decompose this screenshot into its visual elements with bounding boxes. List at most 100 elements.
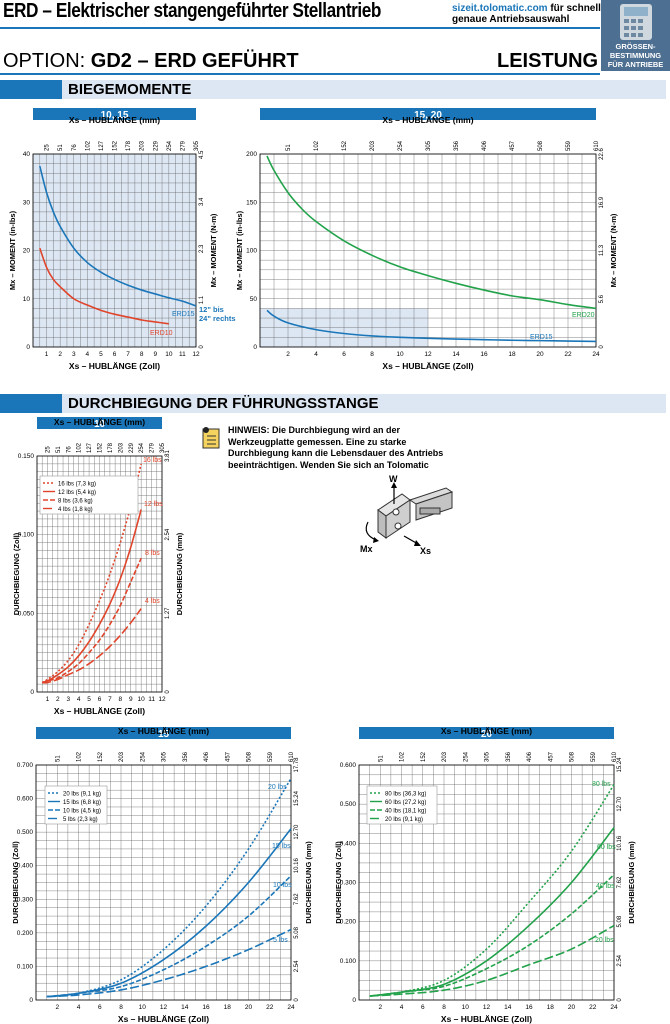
sizing-link-text[interactable]: sizeit.tolomatic.com für schnelle, genau… (452, 3, 609, 25)
plot-frame (358, 764, 615, 1001)
legend-entry: 8 lbs (3,6 kg) (58, 499, 93, 505)
series-label: ERD15 (530, 334, 553, 341)
legend-entry: 5 lbs (2,3 kg) (63, 817, 98, 823)
y-tick-label: 0.500 (340, 801, 357, 808)
y-tick-label: 10 (23, 296, 31, 303)
y2-tick-label: 0 (165, 690, 171, 694)
y2-tick-label: 3.81 (165, 450, 171, 462)
chart-banner (260, 108, 596, 120)
series-line-10-lbs (46, 875, 292, 998)
section-biegemomente: BIEGEMOMENTE (0, 80, 666, 99)
x2-tick-label: 254 (139, 442, 145, 453)
x-tick-label: 12 (160, 1004, 168, 1011)
y-tick-label: 0.050 (18, 610, 35, 617)
x2-tick-label: 279 (150, 442, 156, 453)
x2-tick-label: 406 (482, 140, 488, 151)
plot-frame (259, 153, 597, 348)
option-rule (0, 73, 600, 75)
series-line-5-lbs (46, 928, 292, 998)
chart-annotation: 12" bis (199, 305, 224, 314)
x2-tick-label: 152 (421, 751, 427, 762)
x2-axis-label: Xs – HUBLÄNGE (mm) (441, 726, 532, 736)
x-tick-label: 2 (286, 351, 290, 358)
y2-tick-label: 0 (617, 998, 623, 1002)
plot-frame (36, 455, 163, 693)
x2-tick-label: 356 (506, 751, 512, 762)
y-tick-label: 0 (29, 997, 33, 1004)
y-tick-label: 0 (352, 997, 356, 1004)
sizing-url[interactable]: sizeit.tolomatic.com (452, 3, 548, 14)
plot-frame (32, 153, 197, 348)
x-axis-label: Xs – HUBLÄNGE (Zoll) (441, 1014, 532, 1024)
series-label: ERD10 (150, 330, 173, 337)
x2-tick-label: 152 (98, 442, 104, 453)
x-tick-label: 18 (224, 1004, 232, 1011)
x2-tick-label: 178 (108, 442, 114, 453)
y-tick-label: 0.100 (18, 532, 35, 539)
note-icon (201, 426, 221, 455)
x2-tick-label: 51 (55, 755, 61, 762)
y2-tick-label: 2.54 (165, 528, 171, 540)
series-line-16-lbs (41, 463, 142, 684)
x-tick-label: 4 (77, 1004, 81, 1011)
x-tick-label: 3 (72, 351, 76, 358)
y-tick-label: 0.300 (17, 896, 34, 903)
y-axis-label: Mx – MOMENT (in-lbs) (8, 210, 17, 290)
y2-tick-label: 2.54 (617, 954, 623, 966)
x2-axis-label: Xs – HUBLÄNGE (mm) (382, 115, 473, 125)
x2-tick-label: 51 (286, 144, 292, 151)
x2-tick-label: 254 (167, 140, 173, 151)
legend-entry: 20 lbs (9,1 kg) (63, 792, 101, 798)
x2-tick-label: 508 (538, 140, 544, 151)
x-tick-label: 22 (564, 351, 572, 358)
y2-tick-label: 15.24 (294, 790, 300, 806)
x-tick-label: 8 (119, 1004, 123, 1011)
legend-entry: 60 lbs (27,2 kg) (385, 800, 426, 806)
y-tick-label: 0.300 (340, 880, 357, 887)
x-tick-label: 10 (462, 1004, 470, 1011)
chart-annotation: 24" rechts (199, 314, 236, 323)
x-tick-label: 20 (536, 351, 544, 358)
series-line-ERD10 (39, 247, 169, 325)
x-tick-label: 5 (99, 351, 103, 358)
series-label: 16 lbs (143, 457, 162, 464)
series-label: ERD15 (172, 311, 195, 318)
y2-tick-label: 5.6 (599, 294, 605, 303)
option-heading: OPTION: GD2 – ERD GEFÜHRT (3, 50, 299, 73)
series-label: 12 lbs (144, 501, 163, 508)
legend-entry: 20 lbs (9,1 kg) (385, 817, 423, 823)
option-name: GD2 – ERD GEFÜHRT (90, 50, 299, 72)
y2-tick-label: 0 (294, 998, 300, 1002)
x-tick-label: 12 (483, 1004, 491, 1011)
x2-tick-label: 102 (85, 140, 91, 151)
y2-axis-label: DURCHBIEGUNG (mm) (175, 532, 184, 615)
legend-entry: 40 lbs (18,1 kg) (385, 809, 426, 815)
mech-mx-label: Mx (360, 544, 373, 554)
series-label: 40 lbs (596, 883, 615, 890)
x-axis-label: Xs – HUBLÄNGE (Zoll) (54, 706, 145, 716)
x-tick-label: 2 (378, 1004, 382, 1011)
x-tick-label: 4 (86, 351, 90, 358)
series-label: 8 lbs (145, 550, 160, 557)
y-tick-label: 0 (253, 344, 257, 351)
x2-tick-label: 152 (342, 140, 348, 151)
x-tick-label: 10 (165, 351, 173, 358)
series-line-40-lbs (369, 874, 615, 997)
x-tick-label: 7 (126, 351, 130, 358)
x-tick-label: 6 (98, 696, 102, 703)
x-tick-label: 8 (442, 1004, 446, 1011)
x2-tick-label: 102 (77, 442, 83, 453)
x-tick-label: 8 (140, 351, 144, 358)
legend-entry: 4 lbs (1,8 kg) (58, 507, 93, 513)
x2-tick-label: 457 (225, 751, 231, 762)
y2-tick-label: 4.5 (199, 150, 205, 159)
x2-tick-label: 457 (548, 751, 554, 762)
y-axis-label: Mx – MOMENT (in-lbs) (235, 210, 244, 290)
actuator-illustration: W Mx Xs (360, 470, 470, 560)
x2-tick-label: 51 (378, 755, 384, 762)
x-tick-label: 6 (98, 1004, 102, 1011)
x2-tick-label: 51 (58, 144, 64, 151)
sizing-url-suffix: für schnelle, (547, 3, 610, 14)
y-tick-label: 200 (246, 151, 257, 158)
